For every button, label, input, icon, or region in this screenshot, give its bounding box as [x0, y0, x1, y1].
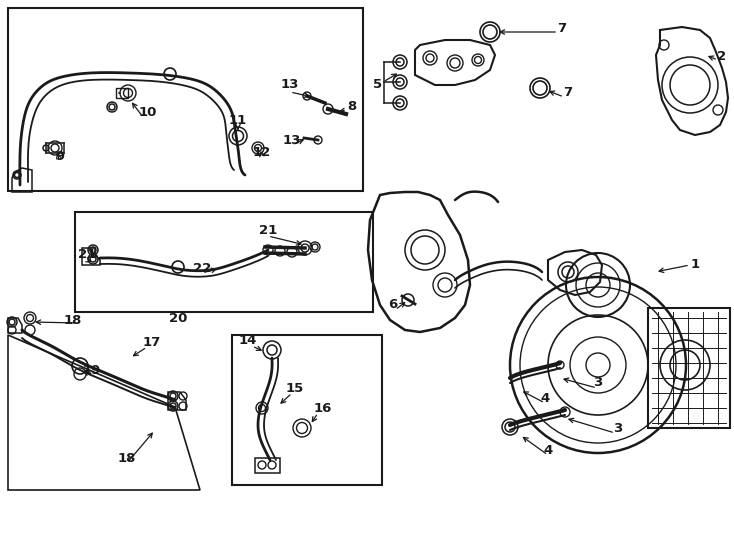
Bar — [232, 335, 382, 485]
Text: 14: 14 — [239, 334, 257, 347]
Bar — [255, 458, 280, 473]
Text: 5: 5 — [374, 78, 382, 91]
Text: 3: 3 — [593, 376, 603, 389]
Text: 13: 13 — [281, 78, 299, 91]
Text: 3: 3 — [614, 422, 622, 435]
Text: 9: 9 — [56, 151, 65, 164]
Text: 18: 18 — [64, 314, 82, 327]
Text: 10: 10 — [139, 105, 157, 118]
Text: 12: 12 — [253, 145, 271, 159]
Text: 20: 20 — [169, 312, 187, 325]
Text: 2: 2 — [717, 50, 727, 63]
Text: 6: 6 — [388, 299, 398, 312]
Text: 4: 4 — [540, 392, 550, 404]
Bar — [648, 308, 730, 428]
Text: 7: 7 — [564, 86, 573, 99]
Text: 15: 15 — [286, 381, 304, 395]
Text: 21: 21 — [259, 224, 277, 237]
Text: 4: 4 — [543, 443, 553, 456]
Text: 13: 13 — [283, 133, 301, 146]
Text: 22: 22 — [193, 261, 211, 274]
Text: 17: 17 — [143, 335, 161, 348]
Text: 7: 7 — [557, 22, 567, 35]
Text: 18: 18 — [118, 451, 137, 464]
Text: 8: 8 — [347, 100, 357, 113]
Bar — [75, 212, 373, 312]
Text: 21: 21 — [78, 248, 96, 261]
Text: 1: 1 — [691, 259, 700, 272]
Bar — [8, 8, 363, 191]
Text: 16: 16 — [314, 402, 333, 415]
Text: 19: 19 — [83, 363, 101, 376]
Bar — [116, 88, 128, 98]
Text: 11: 11 — [229, 113, 247, 126]
